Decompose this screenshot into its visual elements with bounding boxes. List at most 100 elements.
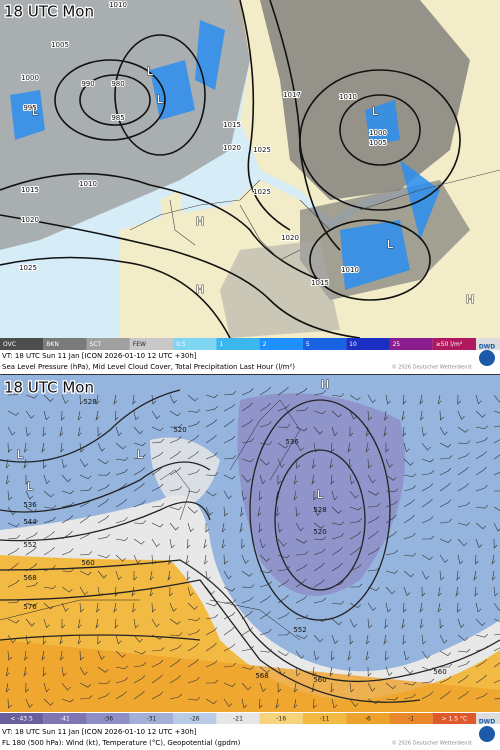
wind-barb <box>259 402 271 412</box>
wind-barb <box>437 602 442 613</box>
wind-barb <box>385 514 397 524</box>
wind-barb <box>151 466 163 476</box>
wind-barb <box>475 484 488 492</box>
wind-barb <box>277 404 290 412</box>
contour-label: 1010 <box>339 93 357 101</box>
wind-barb <box>331 490 338 501</box>
legend-label: BKN <box>46 341 59 348</box>
wind-barb <box>133 570 138 581</box>
wind-barb <box>241 627 253 636</box>
wind-barb <box>277 442 289 449</box>
wind-barb <box>276 506 280 517</box>
legend-swatch <box>129 713 174 724</box>
wind-barb <box>475 466 487 476</box>
legend-label: OVC <box>3 341 16 348</box>
contour-label: 1017 <box>283 91 301 99</box>
wind-barb <box>385 488 399 492</box>
wind-barb <box>259 441 273 445</box>
wind-barb <box>419 394 424 405</box>
wind-barb <box>151 410 161 420</box>
contour-label: 1010 <box>341 266 359 274</box>
wind-barb <box>295 538 308 544</box>
wind-barb <box>403 473 417 478</box>
wind-barb <box>385 586 396 595</box>
wind-barb <box>43 682 50 693</box>
wind-barb <box>241 645 255 652</box>
wind-barb <box>169 586 174 597</box>
wind-barb <box>457 522 470 526</box>
wind-barb <box>437 586 442 597</box>
contour-label: 1025 <box>253 146 271 154</box>
wind-barb <box>23 458 28 469</box>
wind-barb <box>403 552 417 557</box>
wind-barb <box>79 531 92 540</box>
wind-barb <box>205 586 215 595</box>
wind-barb <box>223 474 236 480</box>
legend-label: 2 <box>263 341 267 348</box>
wind-barb <box>61 602 69 612</box>
wind-barb <box>97 442 106 452</box>
wind-barb <box>439 467 452 476</box>
wind-barb <box>385 549 399 556</box>
wind-barb <box>385 682 397 690</box>
pressure-center: L <box>157 93 164 106</box>
wind-barb <box>25 394 38 399</box>
wind-barb <box>385 650 389 661</box>
wind-barb <box>493 633 500 636</box>
wind-barb <box>475 522 487 530</box>
wind-barb <box>7 634 16 644</box>
wind-barb <box>383 634 388 645</box>
wind-barb <box>187 586 194 597</box>
wind-barb <box>185 554 190 565</box>
wind-barb <box>95 618 100 629</box>
wind-barb <box>439 634 448 644</box>
legend: OVC BKN SCT FEW 0.5 1 2 5 10 25 ≥50 l/m² <box>0 338 500 350</box>
wind-barb <box>277 650 289 657</box>
wind-barb <box>79 666 88 676</box>
legend-label: -6 <box>365 716 371 723</box>
wind-barb <box>367 618 373 629</box>
wind-barb <box>385 458 393 468</box>
wind-barb <box>259 538 266 549</box>
wind-barb <box>277 594 289 604</box>
wind-barb <box>349 426 354 437</box>
wind-barb <box>241 682 252 691</box>
wind-barb <box>365 650 370 661</box>
wind-barb <box>241 538 246 549</box>
wind-barb <box>132 602 136 613</box>
legend-label: -36 <box>103 716 113 723</box>
wind-barb <box>493 679 500 684</box>
wind-barb <box>475 538 483 549</box>
wind-barb <box>421 554 433 561</box>
wind-barb <box>97 471 111 476</box>
wind-barb <box>439 676 452 684</box>
upper-air-map <box>0 375 500 712</box>
wind-barb <box>133 482 145 492</box>
wind-barb <box>59 634 64 645</box>
wind-barb <box>493 472 500 476</box>
wind-barb <box>475 602 482 613</box>
wind-barb <box>25 506 37 513</box>
wind-barb <box>169 632 183 636</box>
legend-swatch <box>129 338 174 350</box>
wind-barb <box>331 410 342 418</box>
wind-barb <box>259 666 271 674</box>
contour-label: 1020 <box>281 234 299 242</box>
wind-barb <box>43 394 54 402</box>
wind-barb <box>439 410 444 421</box>
wind-barb <box>295 426 308 432</box>
wind-barb <box>223 435 236 444</box>
wind-barb <box>97 692 110 700</box>
pressure-center: L <box>387 238 394 251</box>
wind-barb <box>295 387 308 396</box>
wind-barb <box>421 442 431 451</box>
wind-barb <box>437 394 442 405</box>
pressure-center: H <box>196 283 204 296</box>
wind-barb <box>61 474 72 483</box>
wind-barb <box>5 458 10 469</box>
wind-barb <box>293 490 298 501</box>
wind-barb <box>97 534 111 540</box>
pressure-center: L <box>372 105 379 118</box>
wind-barb <box>259 698 263 709</box>
wind-barb <box>295 614 309 620</box>
